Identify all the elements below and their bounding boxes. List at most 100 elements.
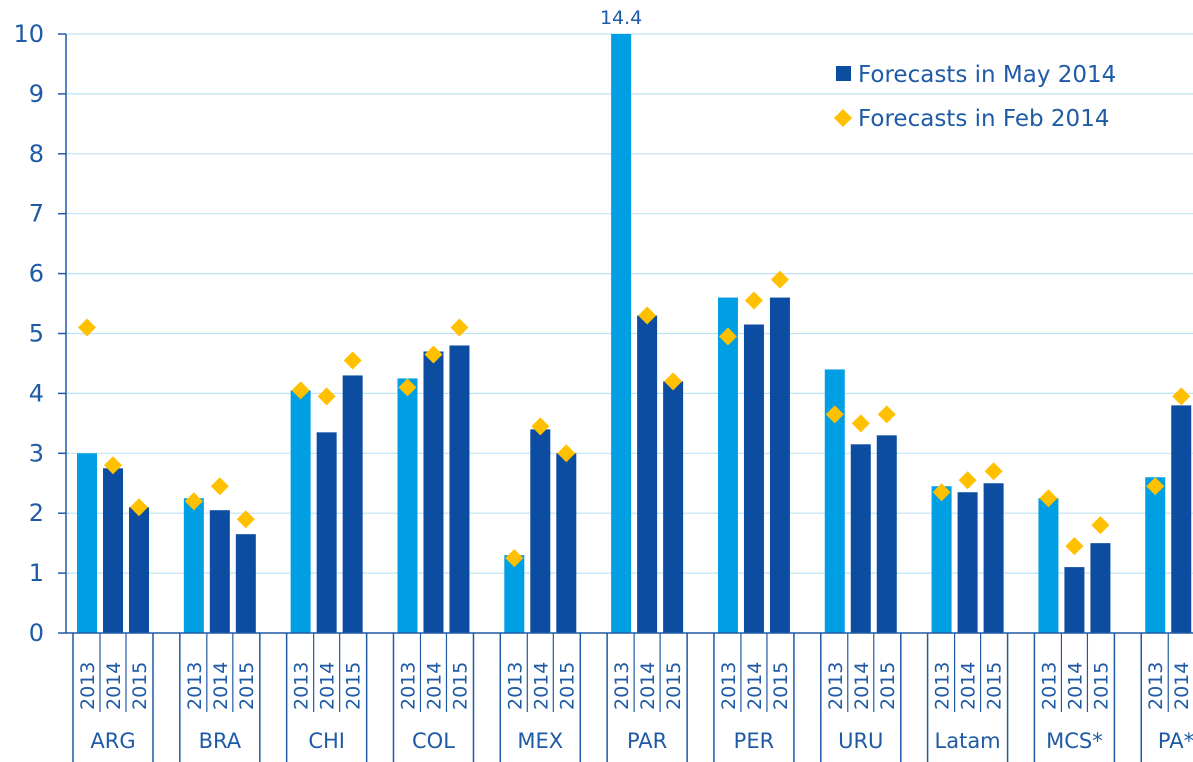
y-tick-label: 4	[29, 379, 44, 407]
legend-label-feb: Forecasts in Feb 2014	[858, 106, 1109, 132]
marker-per-2013	[718, 327, 737, 346]
bar-col-2015	[449, 345, 470, 633]
year-label: 2013	[718, 662, 740, 710]
axes-layer	[58, 33, 1193, 634]
group-label: URU	[838, 729, 883, 753]
year-label: 2013	[825, 662, 847, 710]
bar-par-2015	[663, 381, 684, 633]
marker-uru-2013	[825, 405, 844, 424]
legend-swatch-feb	[834, 109, 852, 127]
bar-par-2014	[637, 315, 658, 633]
y-tick-label: 3	[29, 439, 44, 467]
year-label: 2015	[129, 662, 151, 710]
marker-pa-2014	[1172, 387, 1191, 406]
bar-bra-2014	[209, 510, 230, 633]
bar-bra-2013	[183, 498, 204, 633]
bar-pa-2014	[1171, 405, 1192, 633]
year-label: 2015	[877, 662, 899, 710]
year-label: 2014	[637, 662, 659, 710]
bar-mex-2013	[504, 555, 525, 633]
marker-chi-2014	[317, 387, 336, 406]
bar-latam-2014	[957, 492, 978, 633]
bar-bra-2015	[235, 534, 256, 633]
marker-arg-2014	[104, 456, 122, 475]
marker-arg-2013	[78, 318, 96, 337]
bar-per-2013	[717, 297, 738, 633]
bar-mex-2015	[556, 453, 577, 633]
group-label: MEX	[517, 729, 563, 753]
year-label: 2014	[423, 662, 445, 710]
marker-arg-2015	[130, 498, 148, 517]
bar-uru-2015	[876, 435, 897, 633]
bar-uru-2014	[850, 444, 871, 633]
year-label: 2015	[556, 662, 578, 710]
bar-chi-2013	[290, 390, 311, 633]
bar-mcs-2013	[1038, 498, 1059, 633]
year-label: 2013	[397, 662, 419, 710]
bar-mcs-2014	[1064, 567, 1085, 633]
bar-arg-2015	[129, 507, 149, 633]
year-label: 2013	[77, 662, 99, 710]
bar-pa-2013	[1145, 477, 1166, 633]
year-label: 2015	[236, 662, 258, 710]
marker-bra-2015	[236, 510, 255, 529]
bar-per-2014	[743, 324, 764, 633]
year-label: 2014	[1171, 662, 1193, 710]
bar-per-2015	[769, 297, 790, 633]
markers-layer	[78, 270, 1191, 568]
bar-uru-2013	[824, 369, 845, 633]
year-label: 2015	[663, 662, 685, 710]
bar-col-2013	[397, 378, 418, 633]
year-label: 2015	[1090, 662, 1112, 710]
group-label: MCS*	[1046, 729, 1103, 753]
year-label: 2014	[851, 662, 873, 710]
year-label: 2015	[343, 662, 365, 710]
year-label: 2013	[504, 662, 526, 710]
marker-uru-2015	[877, 405, 896, 424]
y-tick-label: 7	[29, 200, 44, 228]
group-label: Latam	[935, 729, 1001, 753]
year-label: 2014	[530, 662, 552, 710]
legend-label-may: Forecasts in May 2014	[858, 62, 1116, 88]
year-label: 2014	[317, 662, 339, 710]
marker-chi-2013	[291, 381, 310, 400]
year-label: 2014	[210, 662, 232, 710]
y-tick-label: 10	[13, 20, 44, 48]
bar-chi-2014	[316, 432, 337, 633]
y-tick-label: 0	[29, 619, 44, 647]
y-tick-label: 1	[29, 559, 44, 587]
bar-arg-2013	[77, 453, 97, 633]
y-tick-label: 8	[29, 140, 44, 168]
marker-par-2014	[638, 306, 657, 325]
overflow-value-label: 14.4	[600, 7, 642, 29]
marker-par-2015	[664, 372, 683, 391]
bar-latam-2013	[931, 486, 952, 633]
marker-per-2014	[744, 291, 763, 310]
marker-bra-2013	[184, 492, 203, 511]
y-tick-label: 5	[29, 320, 44, 348]
y-tick-label: 6	[29, 260, 44, 288]
marker-chi-2015	[343, 351, 362, 370]
marker-latam-2013	[932, 483, 951, 502]
year-label: 2014	[1064, 662, 1086, 710]
marker-mcs-2014	[1065, 537, 1084, 556]
year-label: 2015	[984, 662, 1006, 710]
bar-latam-2015	[983, 483, 1004, 633]
group-label: ARG	[90, 729, 135, 753]
group-label: BRA	[199, 729, 242, 753]
year-label: 2013	[611, 662, 633, 710]
year-label: 2014	[958, 662, 980, 710]
bar-col-2014	[423, 351, 444, 633]
group-label: PA**	[1158, 729, 1193, 753]
marker-per-2015	[770, 270, 789, 289]
bar-mex-2014	[530, 429, 551, 633]
marker-mcs-2013	[1039, 489, 1058, 508]
year-label: 2014	[103, 662, 125, 710]
marker-col-2014	[424, 345, 443, 364]
year-label: 2014	[744, 662, 766, 710]
year-label: 2013	[932, 662, 954, 710]
legend: Forecasts in May 2014 Forecasts in Feb 2…	[834, 62, 1116, 132]
marker-col-2015	[450, 318, 469, 337]
year-label: 2015	[449, 662, 471, 710]
